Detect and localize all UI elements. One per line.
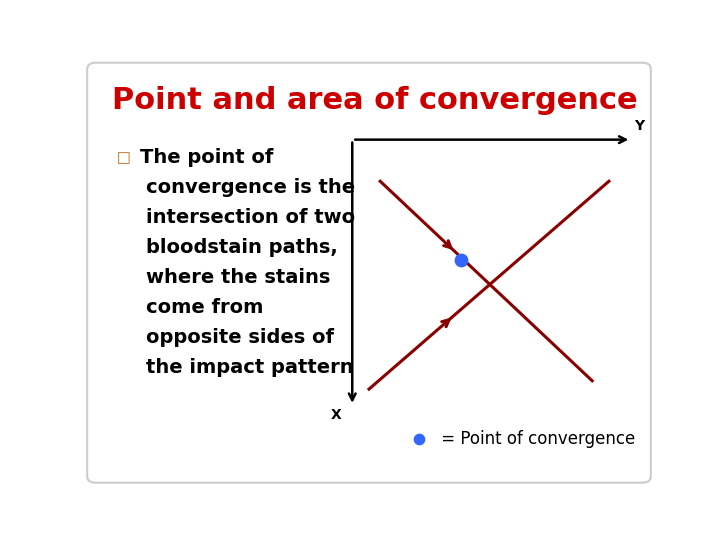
Text: Y: Y <box>634 119 644 133</box>
Text: The point of: The point of <box>140 148 274 167</box>
Text: where the stains: where the stains <box>145 268 330 287</box>
Text: come from: come from <box>145 298 264 316</box>
Text: □: □ <box>118 148 130 167</box>
Text: bloodstain paths,: bloodstain paths, <box>145 238 338 257</box>
Text: the impact pattern: the impact pattern <box>145 357 354 376</box>
Point <box>455 256 467 265</box>
Point <box>413 435 425 443</box>
Text: = Point of convergence: = Point of convergence <box>436 430 635 448</box>
FancyBboxPatch shape <box>87 63 651 483</box>
Text: intersection of two: intersection of two <box>145 208 355 227</box>
Text: opposite sides of: opposite sides of <box>145 328 334 347</box>
Text: X: X <box>330 408 341 422</box>
Text: convergence is the: convergence is the <box>145 178 355 197</box>
Text: Point and area of convergence: Point and area of convergence <box>112 85 638 114</box>
